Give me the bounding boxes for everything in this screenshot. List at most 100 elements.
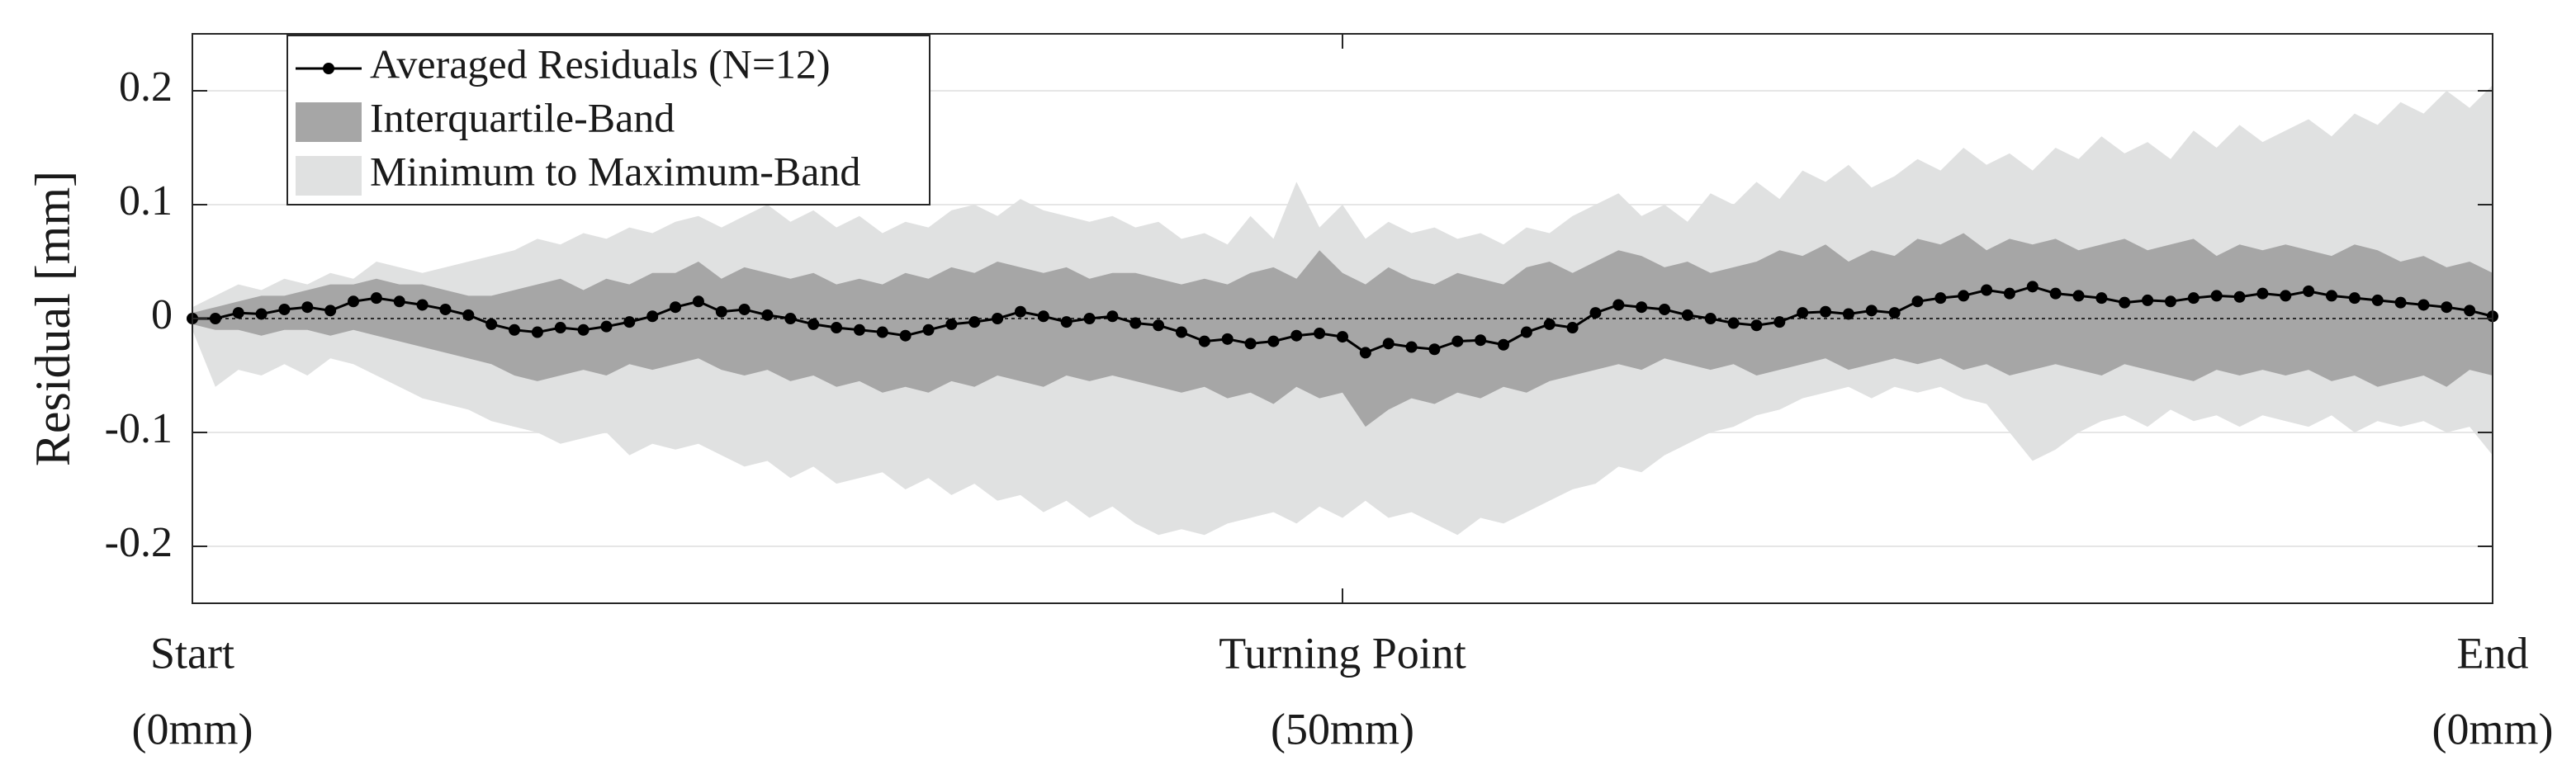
data-point [853, 324, 865, 336]
data-point [761, 309, 774, 321]
data-point [623, 316, 636, 328]
data-point [393, 295, 405, 308]
data-point [1037, 310, 1049, 323]
data-point [1129, 317, 1142, 329]
data-point [1842, 308, 1854, 320]
data-point [1337, 331, 1348, 343]
data-point [439, 303, 452, 315]
data-point [1083, 313, 1096, 324]
data-point [2026, 281, 2039, 293]
data-point [2464, 305, 2476, 317]
data-point [577, 324, 590, 336]
data-point [255, 308, 268, 320]
data-point [370, 292, 382, 305]
data-point [2348, 292, 2361, 305]
data-point [670, 301, 682, 314]
data-point [2049, 287, 2062, 300]
data-point [278, 303, 291, 315]
data-point [1911, 295, 1924, 308]
data-point [692, 295, 704, 308]
data-point [1475, 334, 1487, 347]
data-point [1520, 326, 1532, 338]
data-point [485, 318, 498, 330]
data-point [2233, 290, 2246, 303]
legend-label: Minimum to Maximum-Band [370, 148, 860, 194]
data-point [1244, 338, 1257, 350]
data-point [1612, 299, 1625, 311]
data-point [2003, 287, 2015, 300]
data-point [1382, 338, 1395, 350]
data-point [831, 322, 843, 334]
data-point [992, 313, 1004, 324]
data-point [1566, 322, 1579, 334]
legend-label: Averaged Residuals (N=12) [370, 40, 831, 87]
data-point [324, 305, 337, 317]
data-point [1221, 333, 1234, 345]
data-point [2164, 295, 2176, 308]
y-tick-label: 0.2 [119, 64, 173, 111]
data-point [1865, 305, 1878, 317]
data-point [1198, 335, 1210, 347]
data-point [1153, 319, 1165, 332]
data-point [1451, 335, 1464, 347]
legend-box [286, 35, 930, 205]
data-point [2417, 299, 2430, 311]
data-point [1934, 292, 1947, 305]
x-tick-label: Turning Point [1219, 628, 1466, 678]
data-point [301, 301, 314, 314]
data-point [1267, 335, 1280, 347]
x-tick-label: (50mm) [1271, 704, 1414, 753]
data-point [1659, 303, 1671, 315]
data-point [922, 324, 935, 336]
x-tick-label: (0mm) [2432, 704, 2554, 753]
data-point [2256, 287, 2269, 300]
x-tick-label: Start [150, 628, 234, 678]
data-point [2119, 296, 2131, 309]
data-point [1820, 305, 1832, 318]
data-point [1175, 326, 1187, 338]
data-point [2210, 290, 2223, 302]
data-point [531, 326, 543, 338]
legend-swatch [296, 102, 362, 142]
data-point [1981, 284, 1993, 296]
y-tick-label: -0.2 [105, 519, 173, 566]
band-area [192, 233, 2493, 427]
data-point [807, 318, 820, 330]
data-point [1958, 290, 1970, 302]
data-point [1636, 301, 1648, 314]
data-point [738, 303, 751, 315]
data-point [462, 309, 475, 321]
data-point [2142, 294, 2154, 306]
data-point [715, 305, 727, 318]
data-point [876, 326, 888, 338]
data-point [945, 318, 958, 330]
data-point [2095, 292, 2108, 305]
data-point [2325, 290, 2337, 302]
x-tick-label: End [2457, 628, 2529, 678]
data-point [968, 316, 981, 328]
data-point [1498, 338, 1510, 351]
data-point [1681, 309, 1693, 321]
data-point [600, 320, 613, 333]
data-point [2072, 290, 2085, 302]
data-point [1543, 318, 1556, 330]
data-point [232, 307, 244, 319]
data-point [1428, 343, 1441, 356]
data-point [1060, 316, 1073, 328]
data-point [1405, 341, 1418, 353]
data-point [1773, 316, 1786, 328]
x-tick-label: (0mm) [132, 704, 253, 753]
data-point [2280, 290, 2292, 302]
legend-marker [323, 63, 334, 74]
legend-label: Interquartile-Band [370, 94, 675, 140]
data-point [209, 313, 221, 324]
y-axis-label: Residual [mm] [26, 171, 80, 466]
data-point [1359, 347, 1371, 359]
data-point [2187, 292, 2200, 305]
data-point [1797, 307, 1809, 319]
data-point [1314, 327, 1326, 339]
data-point [1014, 305, 1026, 318]
data-point [1750, 319, 1763, 332]
data-point [1589, 307, 1602, 319]
